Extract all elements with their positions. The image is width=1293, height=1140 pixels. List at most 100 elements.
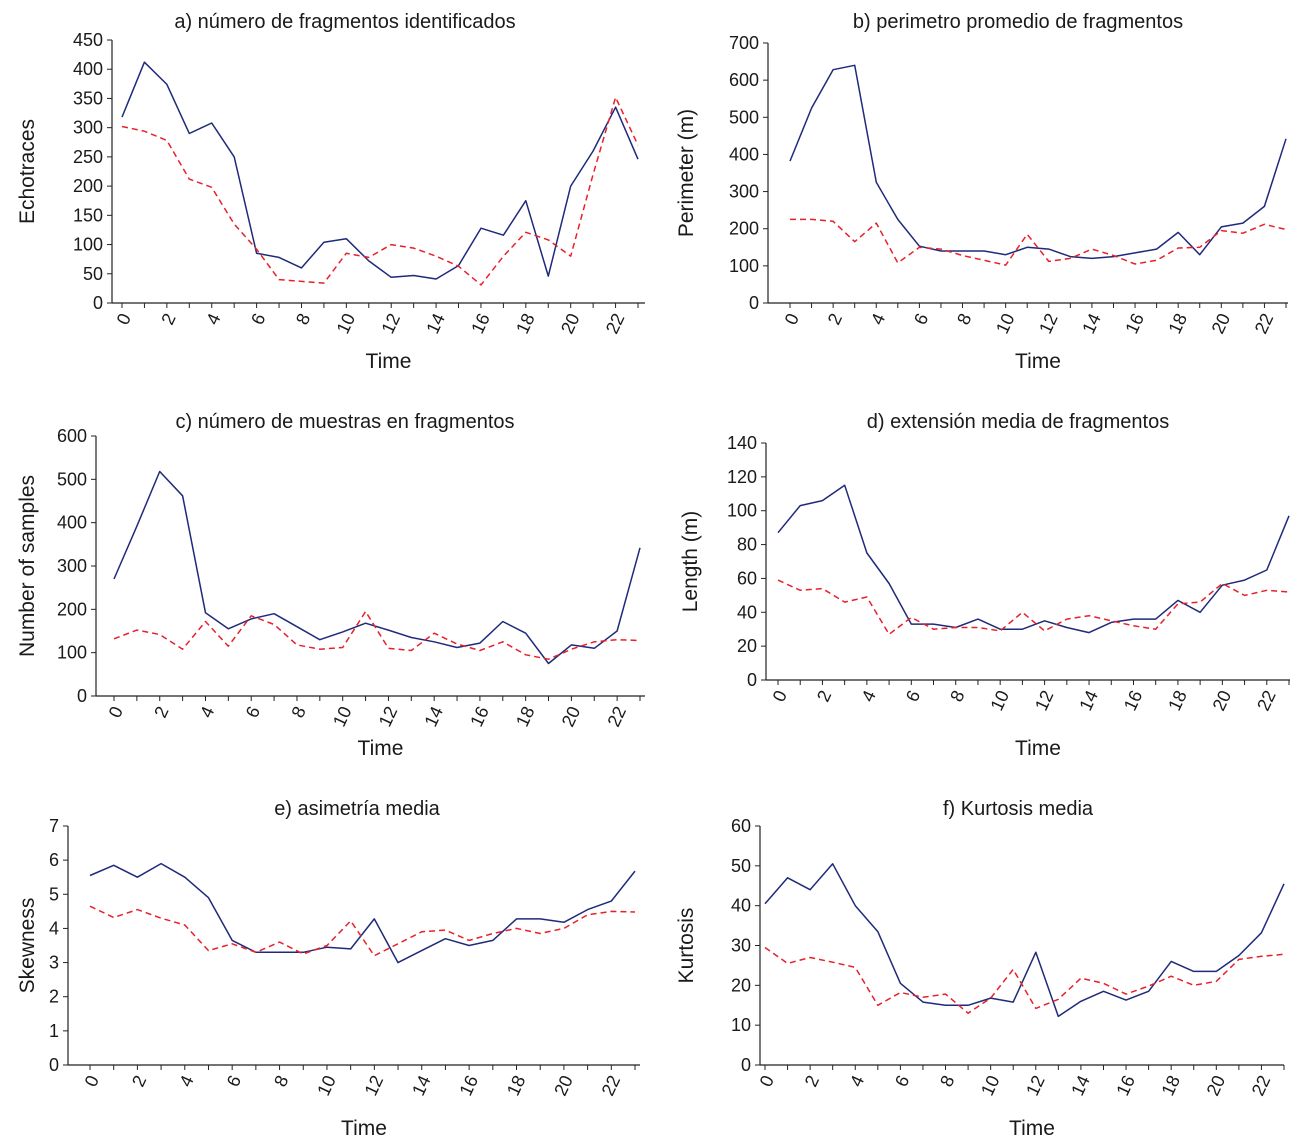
x-tick-label: 16 xyxy=(1121,310,1148,337)
x-tick-label: 20 xyxy=(550,1072,577,1099)
x-tick-label: 8 xyxy=(292,310,314,328)
x-tick-label: 0 xyxy=(81,1072,103,1090)
y-axis-label: Kurtosis xyxy=(675,908,698,984)
x-tick-label: 10 xyxy=(333,310,360,337)
chart-title: b) perimetro promedio de fragmentos xyxy=(853,11,1183,33)
y-axis-label: Length (m) xyxy=(679,511,702,613)
x-tick-label: 16 xyxy=(455,1072,482,1099)
y-tick-label: 200 xyxy=(57,599,87,619)
y-tick-label: 20 xyxy=(737,636,757,656)
y-tick-label: 1 xyxy=(49,1021,59,1041)
y-tick-label: 20 xyxy=(731,975,751,995)
y-tick-label: 0 xyxy=(93,293,103,313)
y-tick-label: 400 xyxy=(57,513,87,533)
y-tick-label: 50 xyxy=(83,264,103,284)
series-dashed-line xyxy=(790,218,1287,266)
chart-title: f) Kurtosis media xyxy=(943,798,1094,820)
y-tick-label: 140 xyxy=(727,433,757,453)
x-tick-label: 18 xyxy=(1158,1072,1185,1099)
series-dashed-line xyxy=(89,905,636,957)
x-axis-label: Time xyxy=(1015,350,1061,373)
x-tick-label: 2 xyxy=(150,703,172,721)
x-tick-label: 8 xyxy=(288,703,310,721)
x-tick-label: 20 xyxy=(1208,310,1235,337)
x-tick-label: 0 xyxy=(756,1072,778,1090)
x-tick-label: 0 xyxy=(769,687,791,705)
series-dashed-line xyxy=(777,579,1290,636)
y-tick-label: 3 xyxy=(49,953,59,973)
x-tick-label: 12 xyxy=(1035,310,1062,337)
y-tick-label: 150 xyxy=(73,205,103,225)
x-tick-label: 4 xyxy=(196,703,218,721)
x-tick-label: 20 xyxy=(1209,687,1236,714)
x-tick-label: 2 xyxy=(824,310,846,328)
x-axis-label: Time xyxy=(1015,737,1061,760)
x-tick-label: 12 xyxy=(375,703,402,730)
x-tick-label: 2 xyxy=(157,310,179,328)
x-tick-label: 22 xyxy=(1253,687,1280,714)
x-tick-label: 6 xyxy=(910,310,932,328)
y-tick-label: 40 xyxy=(731,896,751,916)
x-tick-label: 10 xyxy=(977,1072,1004,1099)
y-axis-label: Echotraces xyxy=(16,119,39,224)
y-tick-label: 0 xyxy=(49,1055,59,1075)
y-tick-label: 250 xyxy=(73,147,103,167)
y-axis-label: Skewness xyxy=(16,898,39,994)
y-tick-label: 100 xyxy=(727,501,757,521)
x-tick-label: 4 xyxy=(846,1072,868,1090)
x-tick-label: 4 xyxy=(175,1072,197,1090)
x-tick-label: 12 xyxy=(1022,1072,1049,1099)
y-tick-label: 10 xyxy=(731,1015,751,1035)
y-tick-label: 200 xyxy=(73,176,103,196)
x-tick-label: 18 xyxy=(1164,687,1191,714)
y-tick-label: 30 xyxy=(731,936,751,956)
x-tick-label: 12 xyxy=(361,1072,388,1099)
chart-panel-c: c) número de muestras en fragmentos 0 100 2… xyxy=(16,411,645,760)
x-tick-label: 22 xyxy=(602,310,629,337)
x-tick-label: 22 xyxy=(1248,1072,1275,1099)
y-tick-label: 0 xyxy=(741,1055,751,1075)
y-tick-label: 450 xyxy=(73,30,103,50)
x-tick-label: 8 xyxy=(953,310,975,328)
y-tick-label: 100 xyxy=(729,256,759,276)
chart-panel-d: d) extensión media de fragmentos02040608… xyxy=(679,411,1290,760)
y-tick-label: 500 xyxy=(729,107,759,127)
y-tick-label: 100 xyxy=(57,643,87,663)
x-tick-label: 14 xyxy=(421,703,448,730)
x-tick-label: 16 xyxy=(467,310,494,337)
y-tick-label: 80 xyxy=(737,535,757,555)
series-solid-line xyxy=(89,862,636,964)
x-tick-label: 2 xyxy=(801,1072,823,1090)
y-tick-label: 2 xyxy=(49,987,59,1007)
x-tick-label: 10 xyxy=(992,310,1019,337)
y-tick-label: 50 xyxy=(731,856,751,876)
x-axis-label: Time xyxy=(341,1117,387,1140)
x-tick-label: 12 xyxy=(378,310,405,337)
series-dashed-line xyxy=(764,946,1285,1014)
y-tick-label: 400 xyxy=(729,144,759,164)
x-tick-label: 16 xyxy=(1120,687,1147,714)
x-tick-label: 8 xyxy=(936,1072,958,1090)
y-axis-label: Number of samples xyxy=(16,475,39,657)
x-tick-label: 20 xyxy=(557,310,584,337)
x-tick-label: 6 xyxy=(247,310,269,328)
x-tick-label: 18 xyxy=(503,1072,530,1099)
series-solid-line xyxy=(789,64,1287,260)
y-tick-label: 0 xyxy=(77,686,87,706)
chart-title: c) número de muestras en fragmentos xyxy=(175,411,514,433)
y-axis-label: Perimeter (m) xyxy=(675,109,698,237)
series-solid-line xyxy=(113,470,641,665)
y-tick-label: 5 xyxy=(49,884,59,904)
x-tick-label: 0 xyxy=(113,310,135,328)
x-axis-label: Time xyxy=(1009,1117,1055,1140)
x-tick-label: 22 xyxy=(1251,310,1278,337)
x-tick-label: 14 xyxy=(1078,310,1105,337)
y-tick-label: 600 xyxy=(729,70,759,90)
x-tick-label: 14 xyxy=(408,1072,435,1099)
x-tick-label: 22 xyxy=(603,703,630,730)
x-tick-label: 8 xyxy=(946,687,968,705)
x-tick-label: 10 xyxy=(313,1072,340,1099)
y-tick-label: 100 xyxy=(73,235,103,255)
x-tick-label: 2 xyxy=(128,1072,150,1090)
x-tick-label: 6 xyxy=(902,687,924,705)
